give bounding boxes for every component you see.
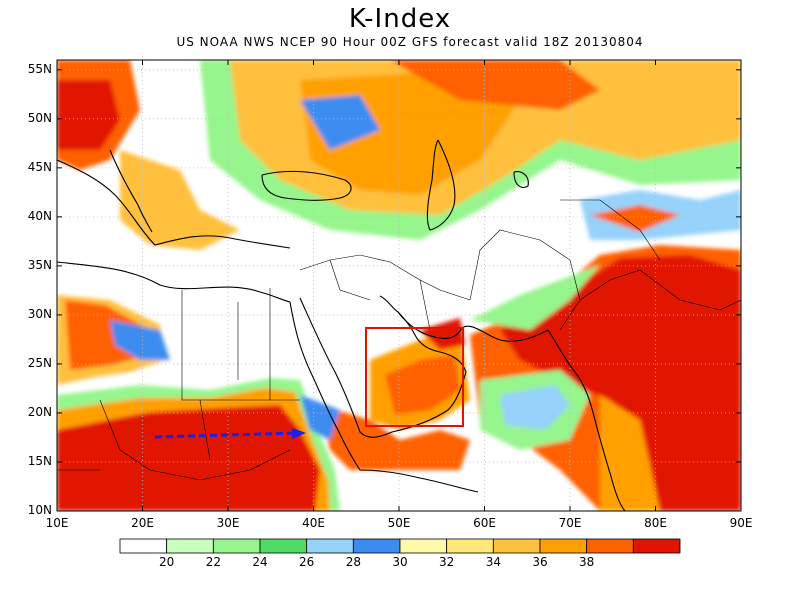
lat-tick-label: 20N — [27, 404, 52, 419]
flow-arrowhead-icon — [292, 428, 306, 439]
lon-tick-label: 90E — [729, 516, 753, 530]
borders — [57, 199, 741, 481]
lon-tick-label: 80E — [644, 516, 667, 530]
lon-tick-label: 60E — [473, 516, 496, 530]
colorbar-swatch — [352, 538, 401, 554]
lat-tick-label: 25N — [27, 355, 52, 370]
colorbar-swatch — [399, 538, 448, 554]
lon-tick-label: 10E — [45, 516, 69, 530]
lat-tick-label: 35N — [27, 257, 52, 272]
field-redsea — [320, 405, 470, 470]
colorbar-label: 24 — [252, 555, 268, 569]
field-africa-red — [57, 405, 320, 511]
field-balkans — [120, 150, 240, 250]
colorbar-label: 34 — [485, 555, 501, 569]
colorbar-label: 26 — [299, 555, 315, 569]
colorbar-label: 20 — [159, 555, 175, 569]
colorbar-swatch — [212, 538, 261, 554]
colorbar-swatch — [586, 538, 634, 554]
colorbar — [119, 538, 681, 554]
colorbar-swatch — [492, 538, 541, 554]
colorbar-label: 28 — [345, 555, 361, 569]
field-layer — [57, 60, 741, 511]
lon-tick-label: 20E — [131, 516, 154, 530]
chart-subtitle: US NOAA NWS NCEP 90 Hour 00Z GFS forecas… — [176, 35, 644, 49]
lon-tick-label: 30E — [216, 516, 240, 530]
colorbar-label: 30 — [392, 555, 408, 569]
colorbar-label: 36 — [532, 555, 548, 569]
highlight-box — [365, 327, 464, 427]
lat-tick-label: 55N — [27, 61, 52, 76]
lat-tick-label: 10N — [27, 503, 52, 517]
colorbar-swatch — [166, 538, 214, 554]
colorbar-label: 22 — [205, 555, 221, 569]
colorbar-label: 38 — [579, 555, 595, 569]
colorbar-swatch — [539, 538, 588, 554]
lat-tick-label: 30N — [27, 306, 52, 321]
colorbar-swatch — [119, 538, 168, 554]
colorbar-swatch — [259, 538, 308, 554]
colorbar-swatch — [446, 538, 494, 554]
lat-tick-label: 15N — [27, 453, 52, 468]
axis-ticks — [56, 60, 742, 512]
lat-tick-label: 40N — [27, 208, 52, 223]
flow-arrow-line — [154, 431, 299, 439]
chart-title: K-Index — [348, 4, 452, 34]
colorbar-swatch — [632, 538, 681, 554]
field-iran — [470, 265, 600, 330]
lat-tick-label: 50N — [27, 110, 52, 125]
lon-tick-label: 50E — [387, 516, 411, 530]
lat-tick-label: 45N — [27, 159, 52, 174]
field-india-red — [500, 255, 741, 511]
colorbar-label: 32 — [439, 555, 455, 569]
lon-tick-label: 70E — [558, 516, 582, 530]
coastlines — [57, 139, 626, 511]
lon-tick-label: 40E — [302, 516, 325, 530]
colorbar-swatch — [306, 538, 354, 554]
